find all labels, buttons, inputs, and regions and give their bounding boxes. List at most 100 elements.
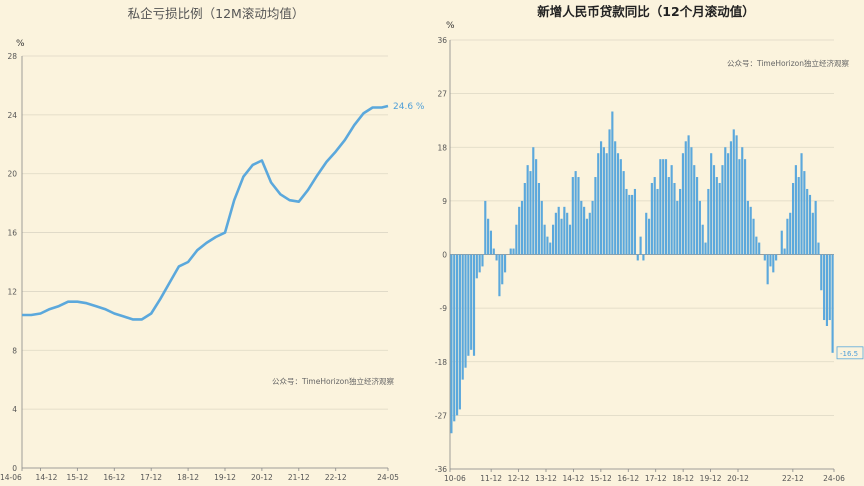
x-tick-label: 17-12 bbox=[645, 474, 667, 483]
x-tick-label: 14-12 bbox=[36, 473, 58, 482]
y-tick-label: 4 bbox=[12, 405, 17, 414]
bar bbox=[574, 171, 577, 255]
bar bbox=[549, 242, 552, 255]
bar bbox=[647, 218, 651, 255]
bar bbox=[729, 141, 733, 255]
y-tick-label: 9 bbox=[442, 197, 447, 206]
x-tick-label: 15-12 bbox=[590, 474, 612, 483]
bar bbox=[791, 183, 795, 255]
x-tick-label: 16-12 bbox=[617, 474, 639, 483]
y-tick-label: 24 bbox=[7, 111, 17, 120]
bar bbox=[518, 206, 521, 255]
bar bbox=[583, 206, 586, 255]
bar bbox=[487, 218, 490, 255]
x-tick-label: 12-12 bbox=[508, 474, 530, 483]
bar bbox=[794, 165, 797, 255]
x-tick-label: 22-12 bbox=[325, 473, 347, 482]
bar bbox=[616, 153, 620, 255]
bar bbox=[532, 147, 535, 255]
y-tick-label: 20 bbox=[7, 170, 17, 179]
bar bbox=[789, 212, 792, 255]
bar bbox=[458, 254, 461, 410]
bar bbox=[529, 171, 532, 255]
bar bbox=[642, 254, 645, 261]
watermark: 公众号：TimeHorizon独立经济观察 bbox=[727, 58, 850, 68]
bar bbox=[687, 135, 690, 255]
y-tick-label: 16 bbox=[7, 229, 17, 238]
bar bbox=[636, 254, 639, 261]
bar bbox=[591, 200, 594, 255]
right-chart-panel: 新增人民币贷款同比（12个月滚动值） % 公众号：TimeHorizon独立经济… bbox=[432, 0, 864, 486]
bar bbox=[645, 212, 648, 255]
bar bbox=[650, 183, 653, 255]
bar bbox=[557, 206, 560, 255]
bar bbox=[828, 254, 831, 321]
y-unit-label: % bbox=[446, 21, 455, 31]
bar bbox=[520, 200, 524, 255]
bar bbox=[800, 153, 803, 255]
bar bbox=[461, 254, 464, 380]
bar bbox=[758, 242, 761, 255]
bar bbox=[732, 129, 735, 255]
y-tick-label: -18 bbox=[435, 358, 447, 367]
bar bbox=[633, 188, 637, 255]
bar bbox=[501, 254, 504, 285]
bar bbox=[571, 177, 574, 255]
bar bbox=[741, 147, 744, 255]
bar bbox=[738, 159, 741, 255]
bar bbox=[707, 188, 710, 255]
bar bbox=[743, 159, 747, 255]
bar bbox=[721, 165, 724, 255]
bar bbox=[464, 254, 467, 368]
bar bbox=[509, 248, 512, 255]
bar bbox=[803, 171, 806, 255]
bar bbox=[718, 183, 721, 255]
y-tick-label: -9 bbox=[440, 304, 448, 313]
bar bbox=[797, 177, 800, 255]
x-tick-label: 20-12 bbox=[251, 473, 273, 482]
bar bbox=[676, 200, 679, 255]
bar bbox=[475, 254, 478, 279]
bar bbox=[823, 254, 826, 321]
bar bbox=[554, 212, 557, 255]
bar bbox=[659, 159, 662, 255]
x-tick-label: 22-12 bbox=[782, 474, 804, 483]
bar bbox=[724, 147, 727, 255]
bar bbox=[467, 254, 470, 356]
bar bbox=[492, 248, 495, 255]
bar bbox=[755, 236, 758, 255]
bar bbox=[498, 254, 501, 297]
y-tick-label: 27 bbox=[437, 90, 447, 99]
bar bbox=[693, 165, 696, 255]
bar bbox=[577, 177, 580, 255]
x-tick-label: 19-12 bbox=[214, 473, 236, 482]
bar bbox=[470, 254, 473, 350]
bar bbox=[450, 254, 453, 434]
bar bbox=[710, 153, 713, 255]
x-tick-label: 17-12 bbox=[140, 473, 162, 482]
series-line bbox=[22, 104, 389, 321]
bar bbox=[523, 183, 526, 255]
bar bbox=[580, 200, 583, 255]
bar bbox=[540, 200, 543, 255]
bar bbox=[611, 111, 614, 255]
bar bbox=[653, 177, 656, 255]
x-tick-label: 19-12 bbox=[700, 474, 722, 483]
bar bbox=[639, 236, 642, 255]
y-unit-label: % bbox=[16, 39, 25, 49]
y-tick-label: -27 bbox=[435, 411, 447, 420]
bar bbox=[831, 254, 834, 353]
bar bbox=[526, 165, 529, 255]
bar bbox=[631, 194, 634, 255]
x-tick-label: 21-12 bbox=[288, 473, 310, 482]
bar bbox=[783, 248, 786, 255]
bar bbox=[681, 153, 685, 255]
bar bbox=[679, 188, 682, 255]
x-tick-label: 18-12 bbox=[672, 474, 694, 483]
bar bbox=[780, 230, 783, 255]
y-tick-label: 0 bbox=[12, 464, 17, 473]
x-tick-label: 13-12 bbox=[535, 474, 557, 483]
bar bbox=[684, 141, 687, 255]
bar bbox=[772, 254, 775, 273]
y-tick-label: 12 bbox=[7, 287, 17, 296]
